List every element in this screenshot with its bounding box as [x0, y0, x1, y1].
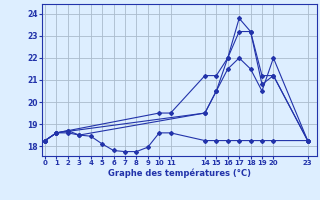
X-axis label: Graphe des températures (°C): Graphe des températures (°C) — [108, 169, 251, 178]
